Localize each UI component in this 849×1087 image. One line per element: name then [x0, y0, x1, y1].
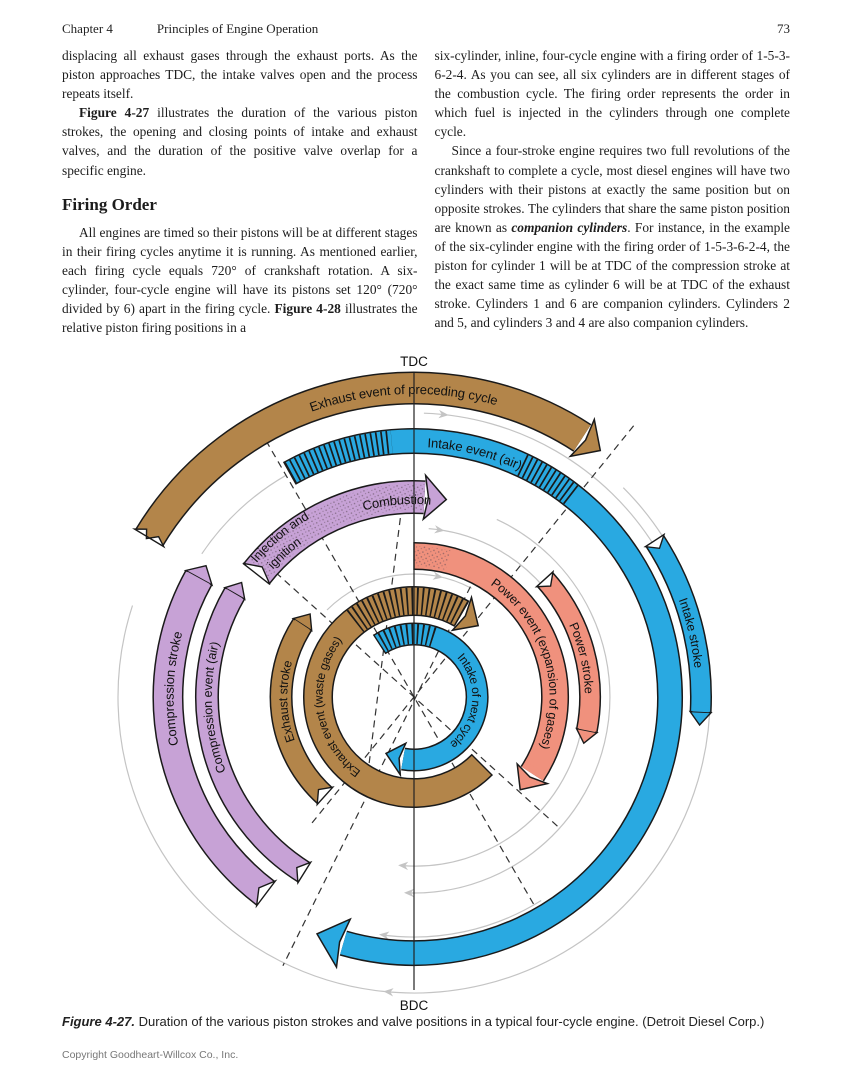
paragraph: six-cylinder, inline, four-cycle engine …	[435, 46, 791, 141]
figure-caption-label: Figure 4-27.	[62, 1014, 135, 1029]
figure-caption-text: Duration of the various piston strokes a…	[134, 1014, 765, 1029]
arrowhead-icon	[516, 761, 550, 791]
section-heading: Firing Order	[62, 194, 157, 214]
banner-point-icon	[223, 581, 246, 601]
right-column: six-cylinder, inline, four-cycle engine …	[435, 46, 791, 337]
text-run: . For instance, in the example of the si…	[434, 219, 791, 331]
band-injection-ignition-combustion	[242, 472, 448, 585]
band-intake-event-air	[282, 428, 683, 970]
rotation-arrow-icon	[438, 409, 449, 419]
arrowhead-icon	[315, 917, 352, 970]
rotation-arrow-icon	[398, 861, 409, 871]
paragraph: displacing all exhaust gases through the…	[62, 46, 418, 103]
copyright-line: Copyright Goodheart-Willcox Co., Inc.	[62, 1049, 239, 1061]
paragraph: Since a four-stroke engine requires two …	[435, 141, 791, 332]
text-run: Since a four-stroke engine requires two …	[434, 143, 791, 235]
rotation-arrow-icon	[383, 988, 394, 997]
band-exhaust-event-preceding-cycle	[132, 371, 602, 549]
banner-point-icon	[575, 727, 599, 745]
left-column: displacing all exhaust gases through the…	[62, 46, 418, 337]
figure-4-27-diagram: Exhaust event of preceding cycle Intake e…	[0, 345, 849, 1025]
rotation-arrow-icon	[432, 571, 443, 580]
band-compression-stroke	[152, 564, 278, 909]
banner-point-icon	[688, 710, 713, 727]
figure-caption: Figure 4-27. Duration of the various pis…	[62, 1014, 790, 1030]
bdc-label: BDC	[400, 998, 429, 1013]
text-run: Figure 4-27	[79, 105, 150, 121]
banner-point-icon	[291, 613, 313, 632]
arrowhead-icon	[384, 741, 408, 778]
page-header: Chapter 4 Principles of Engine Operation…	[62, 21, 790, 37]
text-run: illustrates the duration of the various …	[62, 105, 418, 178]
text-run: displacing all exhaust gases through the…	[62, 48, 418, 102]
rotation-arrow-icon	[404, 888, 414, 898]
arrowhead-icon	[422, 472, 448, 522]
arrowhead-icon	[568, 416, 602, 458]
rotation-arrow-icon	[434, 525, 445, 534]
band-exhaust-event-waste-gases	[303, 586, 493, 808]
banner-point-icon	[183, 564, 214, 587]
paragraph: All engines are timed so their pistons w…	[62, 223, 418, 338]
header-title: Principles of Engine Operation	[156, 21, 319, 36]
text-run: Figure 4-28	[274, 301, 341, 317]
text-run: companion cylinders	[511, 219, 628, 235]
text-run: six-cylinder, inline, four-cycle engine …	[434, 48, 791, 140]
text-run: All engines are timed so their pistons w…	[62, 224, 418, 317]
header-chapter: Chapter 4	[62, 21, 113, 36]
text-columns: displacing all exhaust gases through the…	[62, 46, 790, 337]
tdc-label: TDC	[400, 354, 428, 369]
band-intake-stroke	[643, 532, 713, 727]
rotation-arrow-icon	[379, 931, 390, 940]
text-run: illustrates the relative piston firing p…	[62, 301, 418, 336]
band-exhaust-stroke	[269, 613, 335, 807]
header-page-number: 73	[777, 21, 790, 36]
band-compression-event-air	[195, 581, 313, 885]
band-power-event-expansion	[413, 542, 570, 791]
arrowhead-icon	[450, 594, 480, 632]
band-power-stroke	[534, 569, 602, 745]
paragraph: Figure 4-27 illustrates the duration of …	[62, 103, 418, 179]
